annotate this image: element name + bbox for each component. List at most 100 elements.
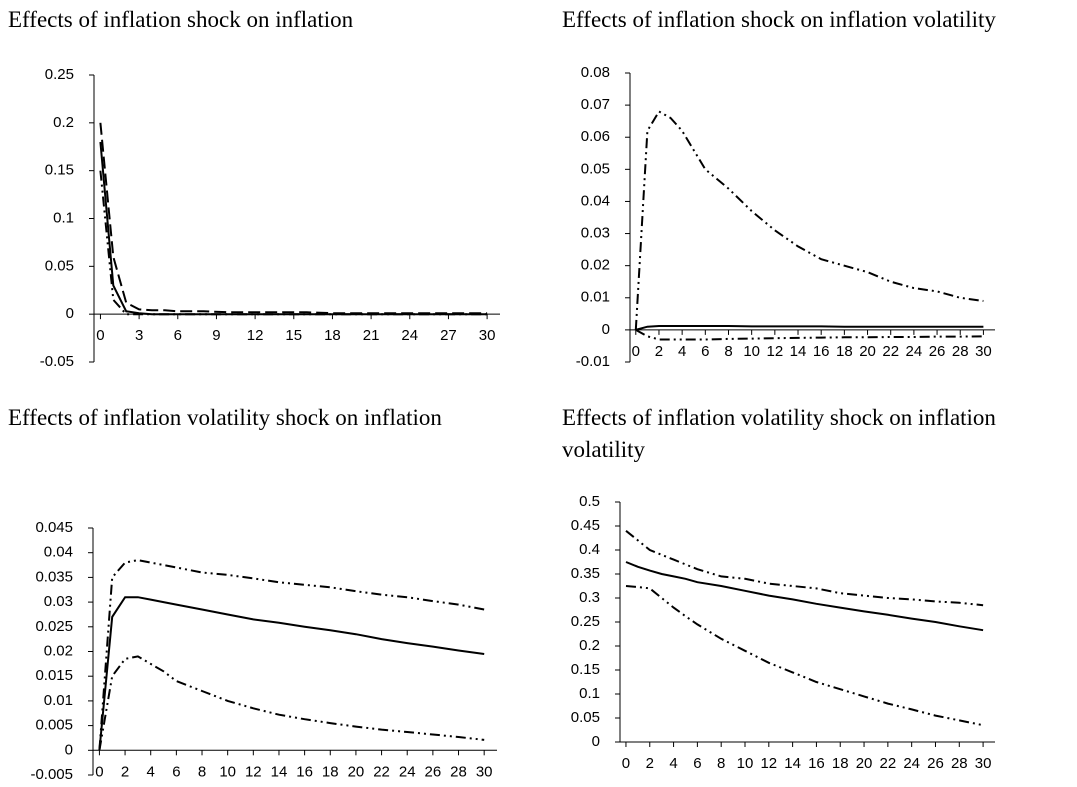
y-tick-label: 0.15 bbox=[45, 162, 74, 179]
x-tick-label: 24 bbox=[903, 755, 920, 772]
y-tick-label: 0.01 bbox=[44, 692, 73, 709]
x-tick-label: 0 bbox=[95, 763, 103, 780]
y-tick-label: 0.05 bbox=[571, 709, 600, 726]
line-series bbox=[98, 559, 485, 751]
x-tick-label: 27 bbox=[440, 327, 457, 344]
x-tick-label: 18 bbox=[324, 327, 341, 344]
x-tick-label: 4 bbox=[678, 343, 686, 360]
x-tick-label: 8 bbox=[198, 763, 206, 780]
x-tick-label: 30 bbox=[975, 343, 992, 360]
x-tick-label: 20 bbox=[856, 755, 873, 772]
y-tick-label: -0.005 bbox=[30, 766, 73, 783]
y-tick-label: 0.07 bbox=[581, 96, 610, 113]
y-tick-label: 0.1 bbox=[579, 685, 600, 702]
x-tick-label: 28 bbox=[951, 755, 968, 772]
x-tick-label: 6 bbox=[172, 763, 180, 780]
y-tick-label: -0.05 bbox=[40, 353, 74, 370]
y-tick-label: 0.5 bbox=[579, 493, 600, 510]
x-tick-label: 14 bbox=[790, 343, 807, 360]
y-tick-label: 0.01 bbox=[581, 289, 610, 306]
line-series bbox=[625, 585, 984, 727]
line-series bbox=[99, 122, 488, 315]
y-tick-label: 0.3 bbox=[579, 589, 600, 606]
y-tick-label: 0.05 bbox=[45, 257, 74, 274]
y-tick-label: 0.045 bbox=[35, 519, 73, 536]
line-series bbox=[99, 170, 488, 316]
chart-title: Effects of inflation shock on inflation bbox=[8, 7, 354, 32]
x-tick-label: 6 bbox=[701, 343, 709, 360]
x-tick-label: 22 bbox=[373, 763, 390, 780]
y-tick-label: 0.15 bbox=[571, 661, 600, 678]
chart-title: Effects of inflation volatility shock on… bbox=[8, 405, 442, 430]
x-tick-label: 20 bbox=[348, 763, 365, 780]
x-tick-label: 24 bbox=[401, 327, 418, 344]
line-series bbox=[625, 561, 984, 632]
x-tick-label: 10 bbox=[743, 343, 760, 360]
x-tick-label: 30 bbox=[479, 327, 496, 344]
line-series bbox=[98, 655, 485, 751]
x-tick-label: 16 bbox=[808, 755, 825, 772]
chart-title: Effects of inflation shock on inflation … bbox=[562, 7, 996, 32]
y-tick-label: 0.03 bbox=[44, 593, 73, 610]
x-tick-label: 24 bbox=[399, 763, 416, 780]
y-tick-label: 0.04 bbox=[581, 192, 610, 209]
x-tick-label: 12 bbox=[245, 763, 262, 780]
y-tick-label: 0.06 bbox=[581, 128, 610, 145]
line-series bbox=[625, 530, 984, 607]
x-tick-label: 21 bbox=[363, 327, 380, 344]
x-tick-label: 20 bbox=[859, 343, 876, 360]
x-tick-label: 18 bbox=[832, 755, 849, 772]
x-tick-label: 2 bbox=[646, 755, 654, 772]
x-tick-label: 16 bbox=[296, 763, 313, 780]
x-tick-label: 22 bbox=[880, 755, 897, 772]
x-tick-label: 4 bbox=[147, 763, 155, 780]
x-tick-label: 3 bbox=[135, 327, 143, 344]
x-tick-label: 12 bbox=[766, 343, 783, 360]
x-tick-label: 8 bbox=[724, 343, 732, 360]
x-tick-label: 2 bbox=[121, 763, 129, 780]
x-tick-label: 8 bbox=[717, 755, 725, 772]
line-series bbox=[99, 141, 488, 316]
y-tick-label: 0.2 bbox=[53, 114, 74, 131]
x-tick-label: 9 bbox=[212, 327, 220, 344]
chart-title: Effects of inflation volatility shock on… bbox=[562, 405, 996, 462]
y-tick-label: 0.02 bbox=[44, 642, 73, 659]
y-tick-label: 0 bbox=[592, 733, 600, 750]
x-tick-label: 18 bbox=[836, 343, 853, 360]
x-tick-label: 28 bbox=[450, 763, 467, 780]
y-tick-label: 0.015 bbox=[35, 667, 73, 684]
x-tick-label: 18 bbox=[322, 763, 339, 780]
line-series bbox=[98, 596, 485, 751]
y-tick-label: 0.45 bbox=[571, 517, 600, 534]
line-series bbox=[635, 329, 984, 341]
x-tick-label: 26 bbox=[927, 755, 944, 772]
line-series bbox=[635, 325, 984, 331]
y-tick-label: 0.25 bbox=[45, 66, 74, 83]
y-tick-label: 0.04 bbox=[44, 544, 73, 561]
y-tick-label: 0.08 bbox=[581, 64, 610, 81]
y-tick-label: 0.35 bbox=[571, 565, 600, 582]
x-tick-label: 24 bbox=[906, 343, 923, 360]
x-tick-label: 14 bbox=[271, 763, 288, 780]
line-series bbox=[634, 110, 984, 330]
y-tick-label: 0.25 bbox=[571, 613, 600, 630]
y-tick-label: 0 bbox=[66, 305, 74, 322]
x-tick-label: 0 bbox=[96, 327, 104, 344]
x-tick-label: 0 bbox=[622, 755, 630, 772]
y-tick-label: 0 bbox=[602, 321, 610, 338]
x-tick-label: 14 bbox=[784, 755, 801, 772]
x-tick-label: 10 bbox=[219, 763, 236, 780]
y-tick-label: 0 bbox=[65, 741, 73, 758]
x-tick-label: 28 bbox=[952, 343, 969, 360]
x-tick-label: 12 bbox=[247, 327, 264, 344]
x-tick-label: 10 bbox=[737, 755, 754, 772]
y-tick-label: 0.03 bbox=[581, 225, 610, 242]
x-tick-label: 6 bbox=[693, 755, 701, 772]
y-tick-label: 0.005 bbox=[35, 717, 73, 734]
x-tick-label: 6 bbox=[174, 327, 182, 344]
x-tick-label: 12 bbox=[760, 755, 777, 772]
y-tick-label: 0.2 bbox=[579, 637, 600, 654]
x-tick-label: 4 bbox=[669, 755, 677, 772]
